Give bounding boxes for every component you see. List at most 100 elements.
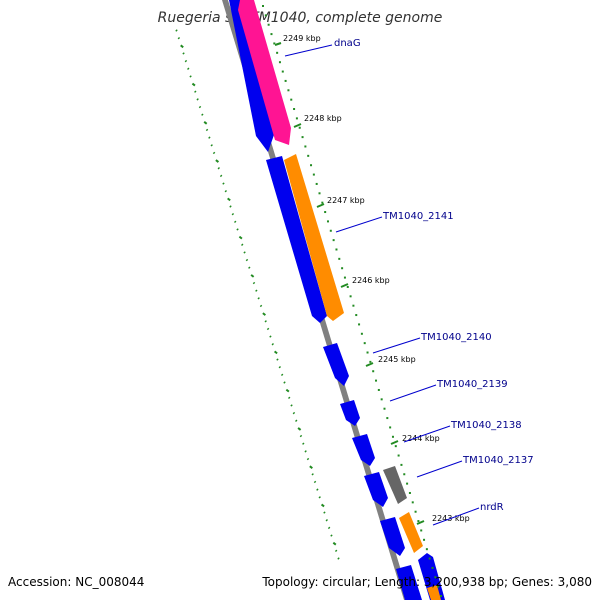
gene-label-TM1040_2138[interactable]: TM1040_2138 bbox=[450, 420, 522, 431]
ruler-dot bbox=[414, 510, 417, 513]
ruler-dot bbox=[397, 454, 400, 457]
forward-strand-track bbox=[238, 0, 441, 600]
gc-tick bbox=[311, 473, 314, 476]
gc-tick bbox=[205, 128, 209, 132]
ruler-dot bbox=[383, 407, 386, 410]
cds-arrow-reverse[interactable] bbox=[266, 156, 327, 323]
cds-arrow-dnaG[interactable] bbox=[238, 0, 291, 145]
ruler-dot bbox=[270, 33, 273, 36]
cds-arrow-TM1040_2137[interactable] bbox=[383, 466, 407, 504]
gc-tick bbox=[189, 75, 192, 78]
gc-tick bbox=[266, 327, 270, 331]
ruler-dot bbox=[406, 482, 409, 485]
cds-arrow-reverse[interactable] bbox=[352, 434, 375, 466]
gc-tick bbox=[259, 304, 263, 308]
gc-tick bbox=[262, 312, 266, 316]
ruler-dot bbox=[400, 463, 403, 466]
gc-tick bbox=[313, 480, 317, 484]
tick-label: 2249 kbp bbox=[283, 34, 321, 43]
reverse-strand-track bbox=[229, 0, 445, 600]
ruler-dot bbox=[298, 126, 301, 129]
gc-tick bbox=[337, 557, 340, 560]
gc-tick bbox=[297, 427, 302, 431]
ruler-dot bbox=[324, 211, 327, 214]
gc-tick bbox=[332, 541, 337, 546]
gc-tick bbox=[212, 151, 216, 155]
ruler-dot bbox=[284, 79, 287, 82]
ruler-dot bbox=[369, 360, 372, 363]
ruler-dot bbox=[287, 89, 290, 92]
gc-tick bbox=[269, 335, 272, 338]
ruler-dot bbox=[312, 173, 315, 176]
gc-tick bbox=[187, 67, 190, 70]
gc-tick bbox=[295, 419, 298, 422]
ruler-dot bbox=[411, 501, 414, 504]
gc-tick bbox=[252, 281, 256, 285]
gc-tick bbox=[233, 220, 237, 224]
ruler-dot bbox=[420, 529, 423, 532]
gc-tick bbox=[241, 243, 244, 246]
gc-tick bbox=[280, 373, 284, 377]
ruler-dot bbox=[276, 51, 279, 54]
gc-tick bbox=[229, 205, 232, 208]
gc-tick bbox=[227, 197, 231, 202]
gc-tick bbox=[302, 442, 305, 445]
gc-tick bbox=[196, 98, 199, 101]
gc-tick bbox=[248, 266, 251, 269]
ruler-dot bbox=[264, 14, 267, 17]
cds-arrow-reverse[interactable] bbox=[340, 400, 360, 426]
gc-tick bbox=[243, 251, 246, 254]
ruler-dot bbox=[335, 248, 338, 251]
gc-tick bbox=[257, 297, 260, 300]
gc-tick bbox=[283, 381, 286, 384]
gc-tick bbox=[201, 113, 204, 116]
gene-label-TM1040_2141[interactable]: TM1040_2141 bbox=[382, 211, 454, 222]
ruler-dot bbox=[310, 164, 313, 167]
cds-arrow-forward[interactable] bbox=[427, 585, 441, 600]
gene-label-TM1040_2137[interactable]: TM1040_2137 bbox=[462, 455, 534, 466]
gc-tick bbox=[330, 534, 333, 537]
ruler-dot bbox=[431, 566, 434, 569]
ruler-dot bbox=[290, 98, 293, 101]
gc-tick bbox=[323, 511, 326, 514]
ruler-dot bbox=[355, 314, 358, 317]
ruler-dot bbox=[403, 473, 406, 476]
ruler-dot bbox=[372, 370, 375, 373]
gene-label-nrdR[interactable]: nrdR bbox=[480, 502, 504, 513]
tick-label: 2247 kbp bbox=[327, 196, 365, 205]
gene-label-TM1040_2140[interactable]: TM1040_2140 bbox=[420, 332, 492, 343]
cds-arrow-reverse[interactable] bbox=[364, 472, 388, 507]
gene-labels: dnaG TM1040_2141 TM1040_2140 TM1040_2139… bbox=[284, 38, 534, 526]
tick-2247: 2247 kbp bbox=[316, 196, 365, 208]
ruler-dot bbox=[326, 220, 329, 223]
accession-text: Accession: NC_008044 bbox=[8, 575, 144, 589]
ruler-dot bbox=[262, 5, 264, 7]
cds-arrow-reverse[interactable] bbox=[380, 517, 405, 556]
gc-tick bbox=[276, 358, 279, 361]
gene-label-TM1040_2139[interactable]: TM1040_2139 bbox=[436, 379, 508, 390]
ruler-dot bbox=[343, 276, 346, 279]
cds-arrow-TM1040_2141[interactable] bbox=[284, 154, 344, 321]
cds-arrow-reverse[interactable] bbox=[323, 343, 349, 386]
ruler-dot bbox=[358, 323, 361, 326]
gc-tick bbox=[320, 503, 325, 508]
cds-arrow-reverse[interactable] bbox=[418, 553, 445, 600]
ruler-dot bbox=[434, 576, 437, 579]
ruler-track bbox=[262, 5, 442, 597]
gene-label-dnaG[interactable]: dnaG bbox=[334, 38, 361, 49]
cds-arrow-nrdR[interactable] bbox=[399, 512, 423, 553]
gc-tick bbox=[217, 167, 220, 170]
gc-tick bbox=[327, 526, 331, 530]
cds-arrow-reverse[interactable] bbox=[396, 565, 422, 600]
ruler-dot bbox=[440, 595, 442, 597]
ruler-dot bbox=[278, 61, 281, 64]
ruler-dot bbox=[318, 192, 321, 195]
gc-tick bbox=[325, 519, 328, 522]
gc-tick bbox=[231, 212, 235, 216]
gc-tick bbox=[299, 434, 303, 438]
gc-tick bbox=[309, 465, 313, 469]
gc-tick bbox=[208, 136, 211, 139]
cds-arrow-reverse[interactable] bbox=[229, 0, 275, 152]
ruler-dot bbox=[408, 491, 411, 494]
